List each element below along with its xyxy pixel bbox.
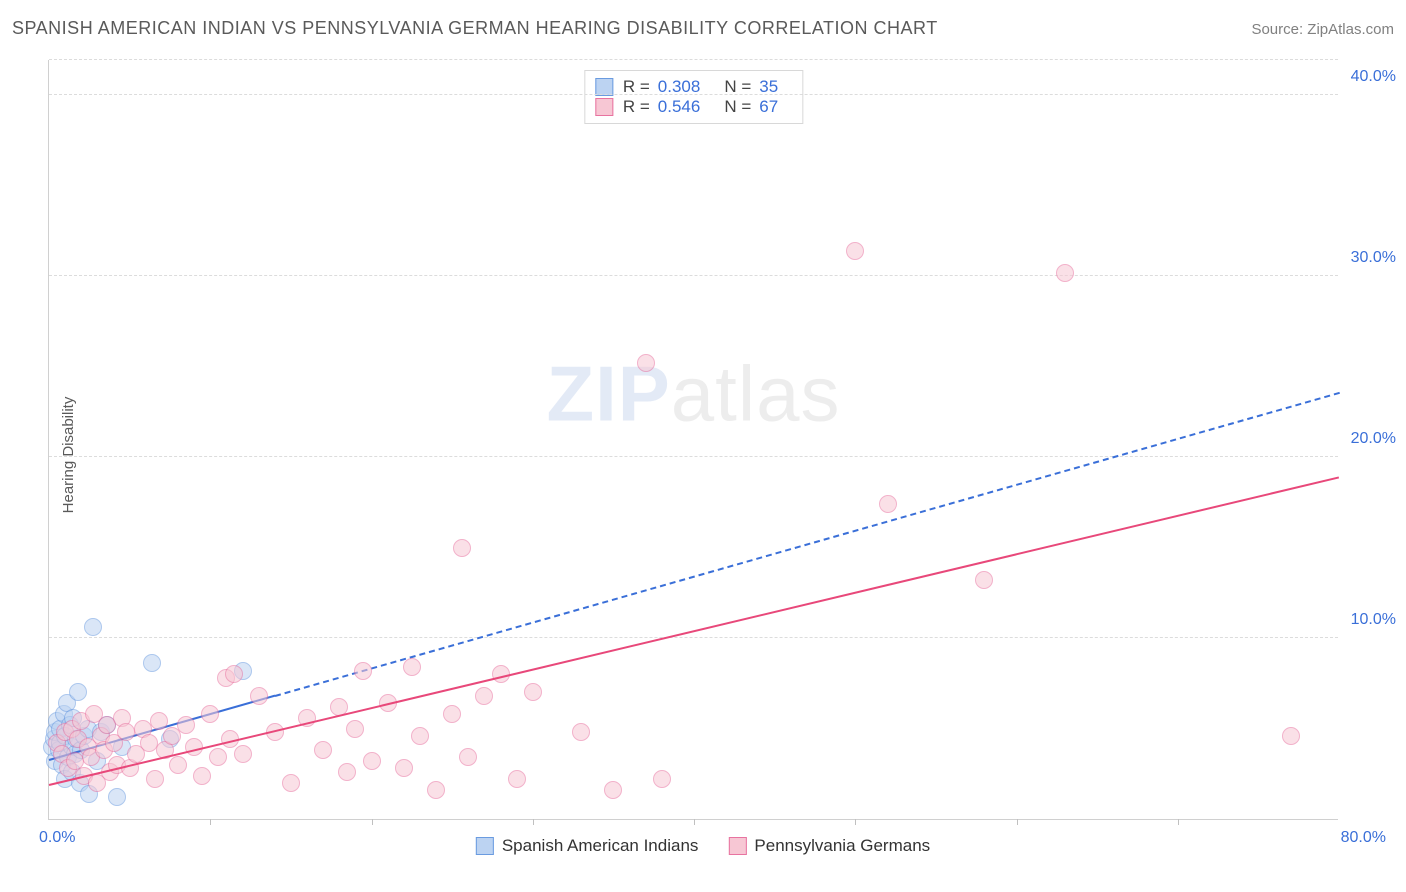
legend: Spanish American Indians Pennsylvania Ger…	[476, 836, 930, 856]
data-point-pink	[427, 781, 445, 799]
y-tick-label: 40.0%	[1351, 68, 1396, 86]
gridline	[49, 94, 1338, 95]
data-point-pink	[604, 781, 622, 799]
data-point-blue	[84, 618, 102, 636]
data-point-pink	[443, 705, 461, 723]
x-tick-mark	[372, 819, 373, 825]
data-point-pink	[146, 770, 164, 788]
data-point-pink	[508, 770, 526, 788]
data-point-pink	[395, 759, 413, 777]
data-point-pink	[354, 662, 372, 680]
y-tick-label: 10.0%	[1351, 611, 1396, 629]
x-axis-max-label: 80.0%	[1341, 829, 1386, 847]
data-point-pink	[572, 723, 590, 741]
legend-label: Pennsylvania Germans	[754, 836, 930, 856]
x-axis-min-label: 0.0%	[39, 829, 75, 847]
data-point-pink	[459, 748, 477, 766]
data-point-blue	[69, 683, 87, 701]
gridline	[49, 59, 1338, 60]
data-point-pink	[403, 658, 421, 676]
gridline	[49, 275, 1338, 276]
data-point-pink	[150, 712, 168, 730]
n-label: N =	[724, 97, 751, 117]
data-point-pink	[653, 770, 671, 788]
x-tick-mark	[1178, 819, 1179, 825]
x-tick-mark	[855, 819, 856, 825]
data-point-pink	[846, 242, 864, 260]
stats-row-pink: R = 0.546 N = 67	[595, 97, 792, 117]
data-point-pink	[411, 727, 429, 745]
data-point-pink	[338, 763, 356, 781]
data-point-blue	[108, 788, 126, 806]
x-tick-mark	[1017, 819, 1018, 825]
data-point-blue	[143, 654, 161, 672]
data-point-pink	[193, 767, 211, 785]
chart-title: SPANISH AMERICAN INDIAN VS PENNSYLVANIA …	[12, 18, 938, 39]
data-point-pink	[225, 665, 243, 683]
data-point-pink	[1056, 264, 1074, 282]
plot-region: ZIPatlas R =0.308N =35R =0.546N =67 0.0%…	[48, 60, 1338, 820]
data-point-pink	[234, 745, 252, 763]
gridline	[49, 456, 1338, 457]
legend-item: Pennsylvania Germans	[728, 836, 930, 856]
legend-label: Spanish American Indians	[502, 836, 699, 856]
trend-line	[49, 477, 1339, 787]
x-tick-mark	[210, 819, 211, 825]
x-tick-mark	[533, 819, 534, 825]
data-point-pink	[250, 687, 268, 705]
watermark-atlas: atlas	[671, 349, 841, 437]
legend-swatch	[476, 837, 494, 855]
legend-item: Spanish American Indians	[476, 836, 699, 856]
gridline	[49, 637, 1338, 638]
data-point-pink	[209, 748, 227, 766]
data-point-pink	[524, 683, 542, 701]
data-point-pink	[475, 687, 493, 705]
data-point-pink	[169, 756, 187, 774]
y-tick-label: 30.0%	[1351, 249, 1396, 267]
x-tick-mark	[694, 819, 695, 825]
data-point-pink	[637, 354, 655, 372]
chart-header: SPANISH AMERICAN INDIAN VS PENNSYLVANIA …	[0, 0, 1406, 47]
data-point-pink	[177, 716, 195, 734]
data-point-pink	[363, 752, 381, 770]
data-point-pink	[453, 539, 471, 557]
y-tick-label: 20.0%	[1351, 430, 1396, 448]
r-label: R =	[623, 97, 650, 117]
correlation-stats-box: R =0.308N =35R =0.546N =67	[584, 70, 803, 124]
trend-line	[274, 392, 1339, 697]
watermark: ZIPatlas	[546, 348, 840, 439]
data-point-pink	[201, 705, 219, 723]
data-point-pink	[975, 571, 993, 589]
legend-swatch	[595, 98, 613, 116]
data-point-pink	[282, 774, 300, 792]
data-point-pink	[346, 720, 364, 738]
data-point-pink	[1282, 727, 1300, 745]
chart-area: Hearing Disability ZIPatlas R =0.308N =3…	[0, 50, 1406, 860]
data-point-pink	[879, 495, 897, 513]
data-point-pink	[314, 741, 332, 759]
chart-source: Source: ZipAtlas.com	[1251, 21, 1394, 38]
legend-swatch	[728, 837, 746, 855]
n-value: 67	[759, 97, 778, 117]
r-value: 0.546	[658, 97, 701, 117]
